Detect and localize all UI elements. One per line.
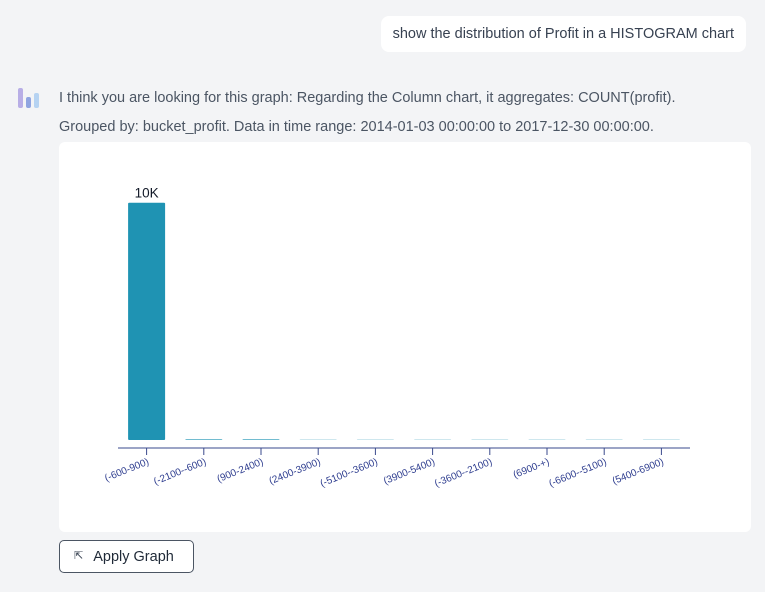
histogram-bar xyxy=(585,439,623,440)
chart-card: 10K (-600-900) (-2100--600) (900-2400) (2400… xyxy=(59,142,751,532)
x-tick-label: (6900-+) xyxy=(512,457,551,481)
histogram-bar xyxy=(471,439,509,440)
histogram-bar xyxy=(299,439,337,440)
x-tick-label: (-5100--3600) xyxy=(319,457,380,490)
assistant-chart-icon xyxy=(18,88,39,108)
apply-graph-button[interactable]: ⇱ Apply Graph xyxy=(59,540,194,573)
assistant-message: I think you are looking for this graph: … xyxy=(59,84,749,142)
assistant-line-1: I think you are looking for this graph: … xyxy=(59,90,676,106)
x-tick-label: (-600-900) xyxy=(103,457,150,485)
histogram-bar xyxy=(185,439,223,440)
arrow-up-left-icon: ⇱ xyxy=(74,550,84,562)
x-tick-label: (5400-6900) xyxy=(611,457,666,488)
histogram-bar xyxy=(242,439,280,440)
apply-graph-label: Apply Graph xyxy=(93,548,174,565)
x-tick-label: (-2100--600) xyxy=(152,457,208,488)
x-tick-label: (-3600--2100) xyxy=(433,457,494,490)
x-tick-label: (2400-3900) xyxy=(268,457,323,488)
assistant-line-2: Grouped by: bucket_profit. Data in time … xyxy=(59,119,654,135)
histogram-bar xyxy=(414,439,452,440)
histogram-bar xyxy=(128,202,166,440)
user-message-bubble: show the distribution of Profit in a HIS… xyxy=(380,16,746,52)
histogram-bar xyxy=(528,439,566,440)
histogram-bar xyxy=(356,439,394,440)
x-tick-label: (900-2400) xyxy=(216,457,265,486)
x-tick-label: (3900-5400) xyxy=(382,457,437,488)
histogram-bar xyxy=(642,439,680,440)
x-tick-label: (-6600--5100) xyxy=(548,457,609,490)
bar-data-label: 10K xyxy=(135,186,159,201)
histogram-chart: 10K (-600-900) (-2100--600) (900-2400) (2400… xyxy=(103,186,690,490)
